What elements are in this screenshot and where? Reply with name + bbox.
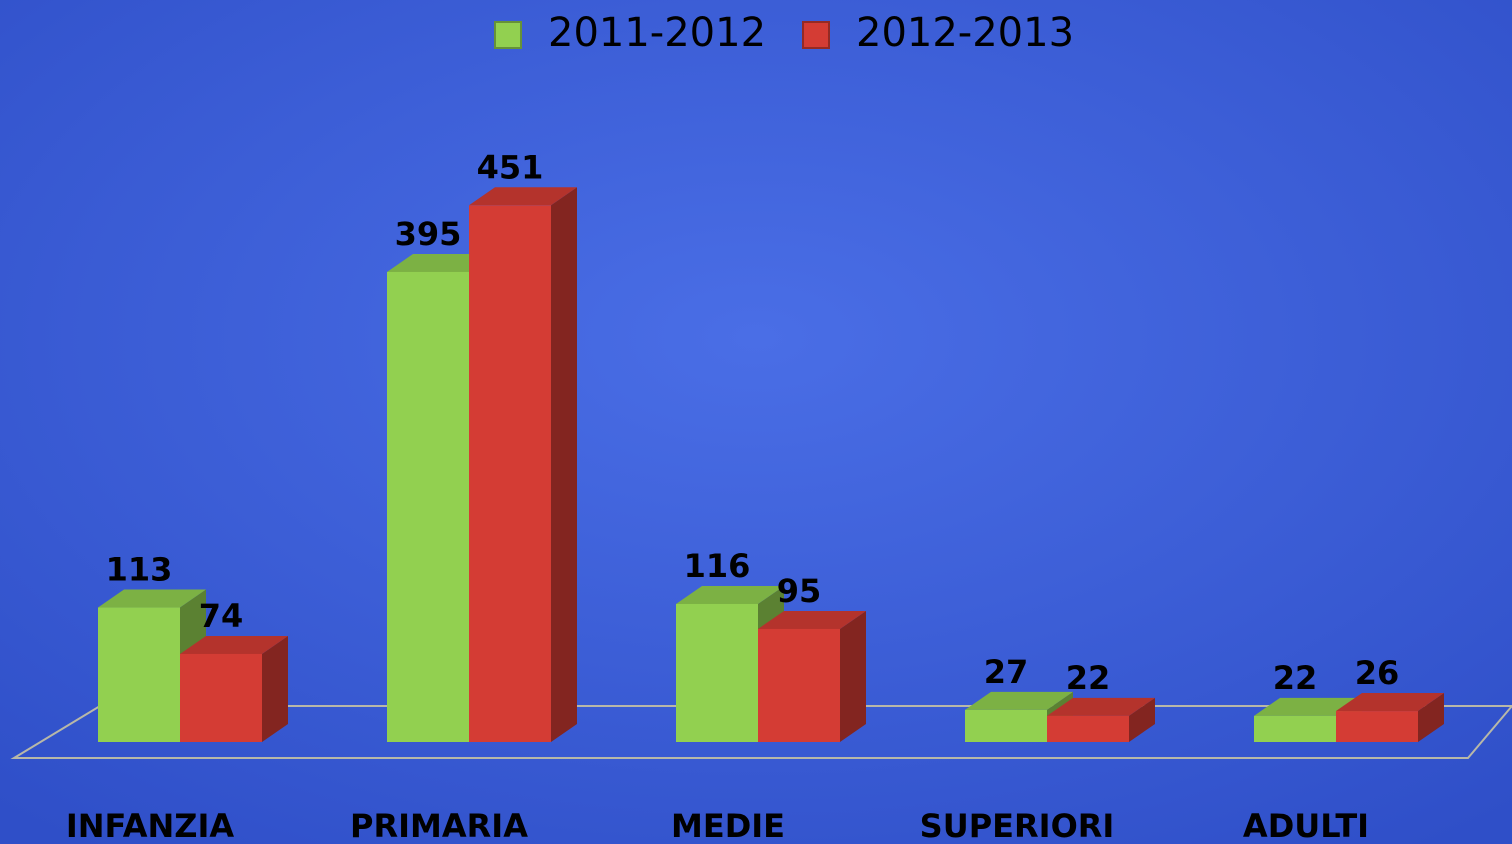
bar-side — [1129, 697, 1155, 742]
x-tick-label: INFANZIA — [66, 807, 235, 844]
legend-label: 2012-2013 — [856, 10, 1074, 56]
bar — [469, 187, 577, 742]
bar-front — [965, 709, 1047, 742]
bar-front — [758, 628, 840, 742]
value-label: 95 — [777, 572, 822, 610]
value-label: 74 — [199, 597, 244, 635]
bar — [180, 635, 288, 742]
legend-swatch — [494, 21, 522, 49]
x-tick-label: ADULTI — [1243, 807, 1369, 844]
x-tick-label: SUPERIORI — [920, 807, 1115, 844]
bar-front — [1047, 715, 1129, 742]
floor — [10, 705, 1512, 759]
legend-label: 2011-2012 — [548, 10, 766, 56]
x-tick-label: PRIMARIA — [350, 807, 528, 844]
value-label: 22 — [1066, 659, 1111, 697]
bar-front — [180, 653, 262, 742]
bar-top — [469, 187, 577, 206]
bar-side — [1418, 693, 1444, 742]
bar-top — [98, 589, 206, 608]
bar-front — [387, 271, 469, 742]
legend-swatch — [802, 21, 830, 49]
bar-side — [840, 610, 866, 742]
value-label: 22 — [1273, 659, 1318, 697]
value-label: 27 — [984, 653, 1029, 691]
bar-front — [1336, 711, 1418, 742]
bar-top — [387, 253, 495, 272]
bar-side — [551, 187, 577, 742]
x-tick-label: MEDIE — [671, 807, 785, 844]
bar-front — [1254, 715, 1336, 742]
bar-top — [676, 585, 784, 604]
value-label: 116 — [684, 547, 751, 585]
value-label: 113 — [106, 551, 173, 589]
value-label: 26 — [1355, 654, 1400, 692]
bar-front — [676, 603, 758, 742]
bar-side — [262, 635, 288, 742]
bar-top — [1254, 697, 1362, 716]
bar — [1047, 697, 1155, 742]
bar-top — [758, 610, 866, 629]
bar-top — [1047, 697, 1155, 716]
bar-front — [98, 607, 180, 742]
bar — [758, 610, 866, 742]
bar-front — [469, 205, 551, 742]
bar-top — [1336, 693, 1444, 712]
bar-top — [965, 691, 1073, 710]
value-label: 451 — [477, 148, 544, 186]
value-label: 395 — [395, 215, 462, 253]
bar — [1336, 693, 1444, 742]
bar-top — [180, 635, 288, 654]
